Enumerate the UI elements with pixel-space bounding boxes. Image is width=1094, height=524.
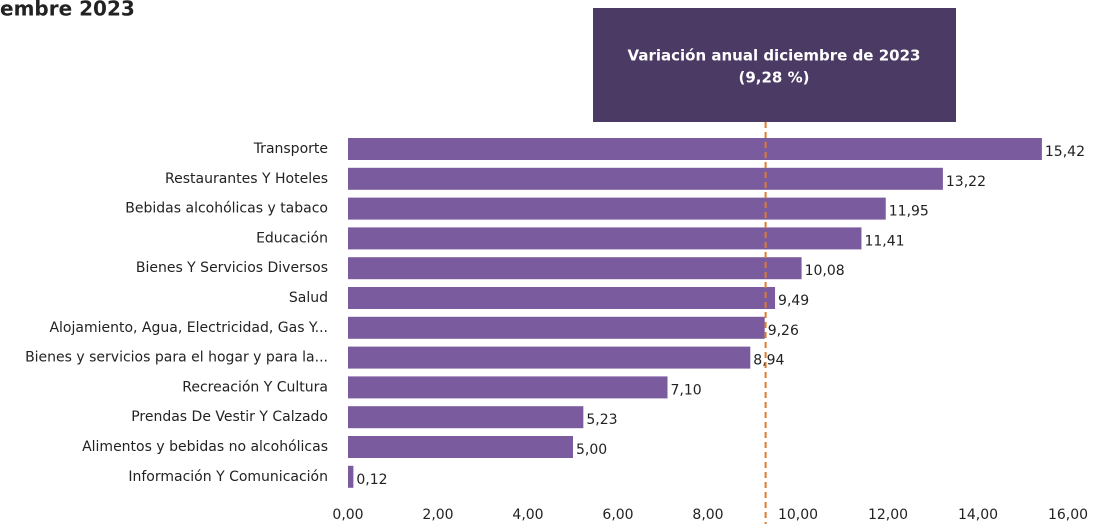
x-tick-label: 8,00 [692, 507, 723, 523]
x-tick-label: 12,00 [868, 507, 908, 523]
y-tick-label: Alojamiento, Agua, Electricidad, Gas Y..… [49, 320, 328, 336]
bar [348, 376, 668, 399]
bar [348, 436, 573, 458]
x-tick-label: 0,00 [332, 507, 363, 523]
bar [348, 465, 354, 488]
bar [348, 138, 1042, 160]
y-tick-label: Alimentos y bebidas no alcohólicas [82, 439, 328, 455]
data-label: 11,41 [864, 233, 904, 249]
data-label: 8,94 [753, 353, 784, 369]
x-tick-label: 2,00 [422, 507, 453, 523]
data-label: 13,22 [946, 174, 986, 190]
x-tick-label: 10,00 [778, 507, 818, 523]
y-tick-label: Prendas De Vestir Y Calzado [131, 409, 328, 425]
data-label: 5,00 [576, 442, 607, 458]
x-tick-label: 6,00 [602, 507, 633, 523]
data-label: 15,42 [1045, 144, 1085, 160]
x-tick-label: 4,00 [512, 507, 543, 523]
y-tick-label: Información Y Comunicación [128, 469, 328, 485]
data-label: 5,23 [586, 412, 617, 428]
bar [348, 257, 802, 280]
y-tick-label: Restaurantes Y Hoteles [165, 171, 328, 187]
chart-title: embre 2023 [0, 0, 135, 21]
data-label: 11,95 [889, 204, 929, 220]
data-label: 10,08 [805, 263, 845, 279]
annotation-box [593, 8, 956, 122]
bar [348, 346, 751, 369]
x-tick-label: 14,00 [958, 507, 998, 523]
bar [348, 406, 584, 429]
y-tick-label: Bienes Y Servicios Diversos [136, 260, 328, 276]
data-label: 9,26 [768, 323, 799, 339]
x-tick-label: 16,00 [1048, 507, 1088, 523]
y-tick-label: Educación [256, 230, 328, 246]
y-tick-label: Transporte [253, 141, 328, 157]
y-tick-label: Salud [289, 290, 328, 306]
data-label: 9,49 [778, 293, 809, 309]
bar [348, 167, 943, 190]
bar [348, 197, 886, 220]
data-label: 0,12 [356, 472, 387, 488]
y-tick-label: Bienes y servicios para el hogar y para … [25, 350, 328, 366]
bar [348, 287, 776, 309]
bar [348, 316, 765, 339]
annotation-label: Variación anual diciembre de 2023 [628, 47, 921, 65]
bar [348, 227, 862, 250]
y-tick-label: Bebidas alcohólicas y tabaco [125, 201, 328, 217]
annotation-value: (9,28 %) [739, 69, 810, 87]
data-label: 7,10 [671, 382, 702, 398]
y-tick-label: Recreación Y Cultura [182, 379, 328, 395]
